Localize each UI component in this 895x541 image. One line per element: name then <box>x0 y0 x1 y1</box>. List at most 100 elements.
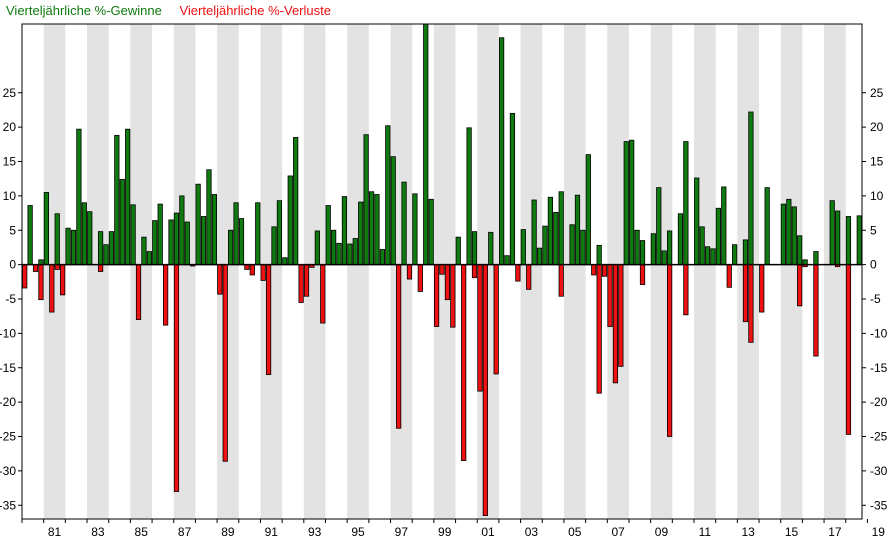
gain-bar <box>791 206 797 266</box>
gain-bar <box>70 229 77 266</box>
gain-bar <box>639 240 646 266</box>
y-tick-label-left: 20 <box>3 120 17 134</box>
x-tick-label: 03 <box>525 525 539 539</box>
gain-bar <box>168 219 174 266</box>
gain-bar <box>683 141 689 266</box>
loss-bar <box>601 264 608 277</box>
gain-bar <box>694 177 700 266</box>
loss-bar <box>612 264 619 384</box>
legend-gains-label: Vierteljährliche %-Gewinne <box>6 3 162 18</box>
gain-bar <box>623 141 629 266</box>
gain-bar <box>146 251 152 266</box>
gain-bar <box>108 231 115 266</box>
legend-losses-label: Vierteljährliche %-Verluste <box>179 3 331 18</box>
year-band <box>347 24 369 519</box>
y-tick-label-right: -10 <box>870 326 888 340</box>
gain-bar <box>76 128 82 266</box>
gain-bar <box>130 204 136 266</box>
y-tick-label-left: -30 <box>0 464 16 478</box>
gain-bar <box>813 251 819 266</box>
x-tick-label: 15 <box>785 525 799 539</box>
loss-bar <box>265 264 272 376</box>
y-tick-label-right: 25 <box>870 86 884 100</box>
gain-bar <box>65 227 71 266</box>
loss-bar <box>639 264 646 285</box>
loss-bar <box>222 264 228 462</box>
gain-bar <box>184 221 190 266</box>
gain-bar <box>764 187 770 266</box>
gain-bar <box>368 191 375 266</box>
gain-bar <box>634 229 640 266</box>
loss-bar <box>38 264 44 301</box>
gain-bar <box>455 236 461 266</box>
gain-bar <box>325 205 331 266</box>
gain-bar <box>428 198 434 266</box>
gain-bar <box>466 127 472 266</box>
loss-bar <box>303 264 310 297</box>
loss-bar <box>32 264 39 272</box>
gain-bar <box>358 201 364 266</box>
gain-bar <box>569 224 575 266</box>
loss-bar <box>471 264 478 279</box>
gain-bar <box>748 111 754 266</box>
gain-bar <box>715 207 721 266</box>
gain-bar <box>179 195 185 266</box>
x-tick-label: 83 <box>91 525 105 539</box>
gain-bar <box>276 200 283 266</box>
gain-bar <box>255 202 261 266</box>
gain-bar <box>54 213 60 266</box>
gain-bar <box>152 220 158 266</box>
year-band <box>217 24 239 519</box>
plot-frame <box>21 23 863 520</box>
gain-bar <box>656 187 662 266</box>
gain-bar <box>471 231 478 266</box>
loss-bar <box>439 264 445 275</box>
loss-bar <box>759 264 765 313</box>
gain-bar <box>211 194 217 266</box>
gain-bar <box>585 154 591 266</box>
y-tick-label-right: 0 <box>870 258 877 272</box>
x-tick-label: 05 <box>568 525 582 539</box>
gain-bar <box>650 233 656 266</box>
y-tick-label-left: -20 <box>0 395 16 409</box>
y-tick-label-left: -35 <box>0 498 16 512</box>
gain-bar <box>114 134 120 266</box>
loss-bar <box>173 264 180 492</box>
gain-bar <box>27 205 33 266</box>
gain-bar <box>845 216 852 266</box>
gain-bar <box>412 193 418 266</box>
loss-bar <box>591 264 597 276</box>
year-band <box>780 24 803 519</box>
loss-bar <box>320 264 326 324</box>
gain-bar <box>835 210 841 266</box>
y-tick-label-right: 10 <box>870 189 884 203</box>
x-tick-label: 01 <box>481 525 495 539</box>
y-tick-label-left: -10 <box>0 326 16 340</box>
legend: Vierteljährliche %-Gewinne Vierteljährli… <box>6 3 345 18</box>
loss-bar <box>797 264 803 307</box>
gain-bar <box>780 203 787 266</box>
y-tick-label-left: 25 <box>3 86 17 100</box>
gain-bar <box>596 244 602 266</box>
gain-bar <box>379 249 385 266</box>
gain-bar <box>542 225 548 266</box>
x-tick-label: 89 <box>221 525 235 539</box>
loss-bar <box>482 264 488 516</box>
year-band <box>694 24 716 519</box>
gain-bar <box>699 226 705 266</box>
loss-bar <box>97 264 104 272</box>
gain-bar <box>742 239 749 266</box>
year-band <box>563 24 586 519</box>
y-tick-label-left: 10 <box>3 189 17 203</box>
gain-bar <box>287 175 293 266</box>
x-tick-label: 07 <box>611 525 625 539</box>
gain-bar <box>423 23 429 266</box>
gain-bar <box>629 139 635 266</box>
loss-bar <box>217 264 223 295</box>
loss-bar <box>249 264 255 276</box>
x-tick-label: 87 <box>178 525 192 539</box>
gain-bar <box>331 229 337 266</box>
year-band <box>173 24 196 519</box>
gain-bar <box>721 186 727 266</box>
